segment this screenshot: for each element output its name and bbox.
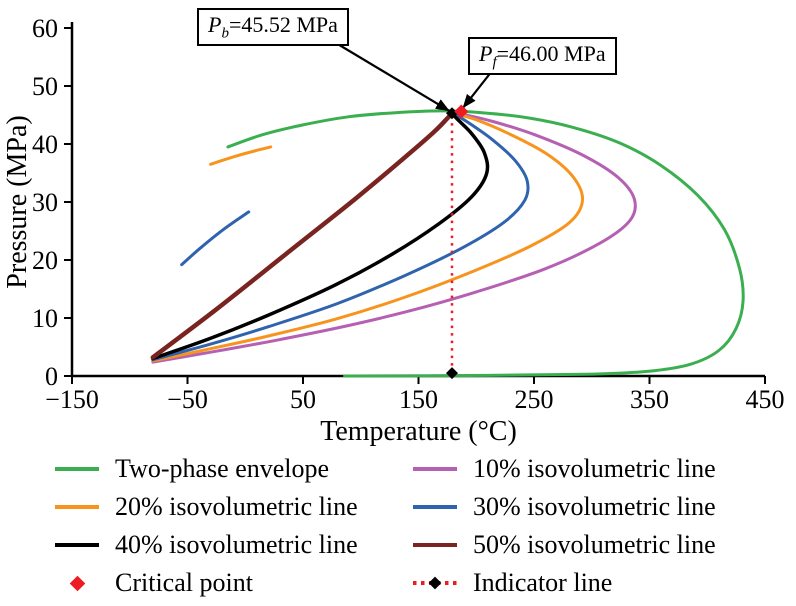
series-30-isovolumetric-line (151, 111, 530, 362)
series-40-isovolumetric-line (151, 111, 490, 361)
y-tick-label: 50 (32, 72, 58, 101)
legend-label: Two-phase envelope (115, 454, 330, 483)
legend-item-10-isovolumetric: 10% isovolumetric line (413, 452, 793, 486)
critical-point-icon (454, 104, 469, 119)
annotation-arrow (462, 70, 493, 109)
diamond-icon (428, 576, 442, 590)
x-tick-label: −150 (45, 385, 99, 414)
x-tick-label: −50 (167, 385, 208, 414)
annotation-variable: P (208, 12, 222, 37)
legend-item-two-phase-envelope: Two-phase envelope (55, 452, 413, 486)
x-tick-label: 250 (515, 385, 554, 414)
y-tick-label: 20 (32, 246, 58, 275)
indicator-line-swatch-icon (413, 575, 457, 591)
line-swatch-icon (55, 461, 99, 477)
legend-label: 20% isovolumetric line (115, 492, 358, 521)
legend-item-20-isovolumetric: 20% isovolumetric line (55, 490, 413, 524)
annotation-variable: P (479, 41, 493, 66)
annotation-value: =45.52 MPa (228, 12, 338, 37)
legend-label: 40% isovolumetric line (115, 530, 358, 559)
chart-plot-area: −150 −50 50 150 250 350 450 0 10 20 30 40 50 60 Temper… (2, 14, 785, 447)
line-swatch-icon (55, 499, 99, 515)
legend-item-critical-point: Critical point (55, 566, 413, 600)
x-tick-label: 350 (630, 385, 669, 414)
legend-label: Critical point (115, 568, 253, 597)
annotation-value: =46.00 MPa (496, 41, 606, 66)
series-two-phase-envelope (226, 109, 745, 378)
x-tick-label: 450 (746, 385, 785, 414)
legend-item-50-isovolumetric: 50% isovolumetric line (413, 528, 793, 562)
indicator-bottom-diamond-icon (445, 367, 458, 380)
annotation-subscript: f (492, 54, 497, 71)
legend-label: 30% isovolumetric line (473, 492, 716, 521)
legend-item-40-isovolumetric: 40% isovolumetric line (55, 528, 413, 562)
x-tick-label: 50 (290, 385, 316, 414)
legend-label: Indicator line (473, 568, 613, 597)
x-tick-label: 150 (399, 385, 438, 414)
legend-label: 10% isovolumetric line (473, 454, 716, 483)
line-swatch-icon (413, 499, 457, 515)
series-10-isovolumetric-line (151, 111, 637, 364)
annotation-arrow (335, 42, 450, 112)
x-axis-title: Temperature (°C) (320, 416, 517, 447)
y-tick-label: 0 (45, 362, 58, 391)
y-tick-label: 30 (32, 188, 58, 217)
series-30-isovolumetric-line-upper-branch (180, 210, 251, 267)
annotation-bubble-pressure: Pb=45.52 MPa (197, 8, 349, 47)
critical-point-diamond-icon (55, 575, 99, 591)
annotation-formation-pressure: Pf=46.00 MPa (468, 37, 617, 76)
legend-label: 50% isovolumetric line (473, 530, 716, 559)
y-tick-label: 10 (32, 304, 58, 333)
chart-legend: Two-phase envelope 10% isovolumetric lin… (55, 452, 795, 600)
line-swatch-icon (413, 537, 457, 553)
y-tick-label: 60 (32, 14, 58, 43)
line-swatch-icon (413, 461, 457, 477)
series-20-isovolumetric-line-upper-branch (209, 145, 273, 166)
annotation-subscript: b (221, 25, 229, 42)
line-swatch-icon (55, 537, 99, 553)
y-tick-label: 40 (32, 130, 58, 159)
legend-item-indicator-line: Indicator line (413, 566, 793, 600)
series-20-isovolumetric-line (151, 111, 585, 363)
series-50-isovolumetric-line (150, 111, 455, 360)
legend-item-30-isovolumetric: 30% isovolumetric line (413, 490, 793, 524)
y-axis-title: Pressure (MPa) (2, 115, 33, 288)
